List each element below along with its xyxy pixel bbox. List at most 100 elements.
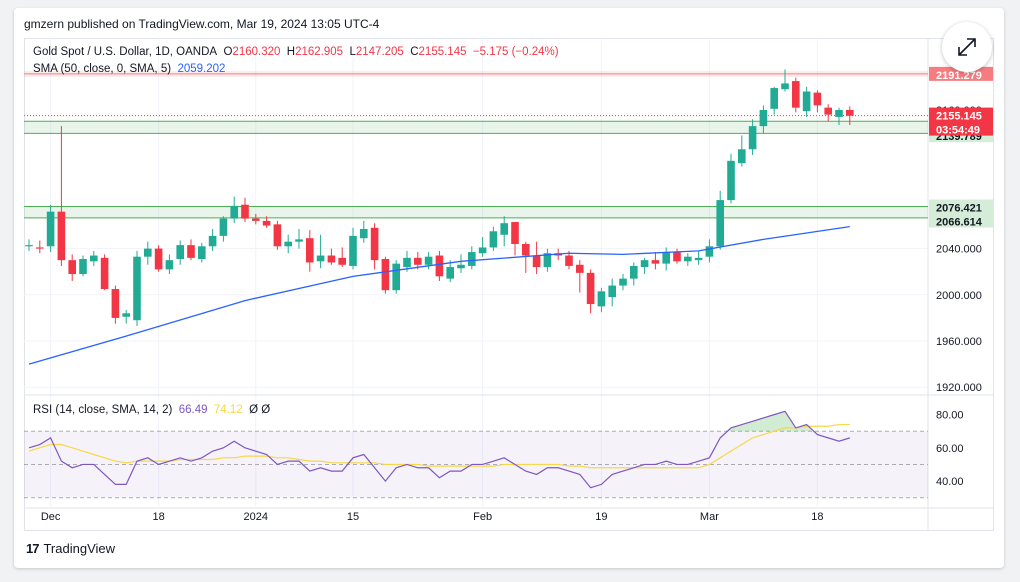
candle-body bbox=[316, 255, 325, 262]
candle-body bbox=[392, 263, 400, 291]
candle-body bbox=[500, 223, 508, 235]
rsi-line bbox=[28, 410, 850, 489]
candle-body bbox=[262, 220, 271, 226]
candle-body bbox=[25, 245, 33, 247]
candle-body bbox=[230, 205, 238, 219]
candle-body bbox=[273, 224, 282, 247]
candle-body bbox=[122, 313, 130, 317]
price-tick-label: 1960.000 bbox=[936, 336, 982, 348]
support-zone bbox=[24, 121, 928, 134]
low-label: L bbox=[349, 46, 356, 58]
rsi-legend[interactable]: RSI (14, close, SMA, 14, 2) 66.49 74.12 … bbox=[33, 404, 270, 416]
resistance-price-label-text: 2191.279 bbox=[936, 70, 982, 82]
candle-body bbox=[565, 255, 573, 266]
time-axis-label: 18 bbox=[152, 511, 164, 523]
candle-body bbox=[176, 245, 184, 259]
time-axis-label: 2024 bbox=[244, 511, 268, 523]
last-price-label-text: 03:54:49 bbox=[936, 125, 980, 137]
candle-body bbox=[522, 243, 530, 256]
candle-body bbox=[57, 211, 66, 261]
time-axis-label: 18 bbox=[811, 511, 823, 523]
candle-body bbox=[338, 257, 346, 265]
candle-body bbox=[133, 256, 141, 321]
candle-body bbox=[165, 260, 174, 270]
candle-body bbox=[100, 257, 109, 290]
candle-body bbox=[154, 248, 163, 270]
candle-body bbox=[694, 257, 703, 261]
close-label: C bbox=[410, 46, 419, 58]
candle-body bbox=[414, 257, 422, 265]
publisher-line: gmzern published on TradingView.com, Mar… bbox=[24, 17, 380, 31]
open-value: 2160.320 bbox=[232, 46, 281, 58]
candle-body bbox=[824, 107, 832, 115]
tradingview-brand: TradingView bbox=[43, 541, 116, 556]
chart-card bbox=[14, 8, 1004, 568]
candle-body bbox=[576, 264, 584, 273]
price-tick-label: 2000.000 bbox=[936, 290, 982, 302]
rsi-tick-label: 80.00 bbox=[936, 410, 964, 422]
candle-body bbox=[478, 247, 487, 254]
sma-value: 2059.202 bbox=[177, 63, 226, 75]
open-label: O bbox=[223, 46, 233, 58]
candle-body bbox=[705, 246, 714, 257]
fullscreen-button[interactable] bbox=[942, 22, 992, 72]
candle-body bbox=[619, 278, 627, 286]
time-axis-label: Dec bbox=[41, 511, 61, 523]
candle-body bbox=[511, 222, 519, 244]
candle-body bbox=[403, 257, 411, 268]
candle-body bbox=[219, 218, 228, 236]
candle-body bbox=[187, 245, 195, 258]
support-zone bbox=[24, 206, 928, 218]
candle-body bbox=[111, 289, 120, 318]
chart-canvas[interactable]: 1920.0001960.0002000.0002040.0002160.000… bbox=[24, 38, 994, 531]
time-axis-label: 19 bbox=[595, 511, 607, 523]
rsi-tick-label: 40.00 bbox=[936, 476, 964, 488]
rsi-ma-value: 74.12 bbox=[213, 404, 243, 416]
candle-body bbox=[284, 241, 292, 247]
candle-body bbox=[424, 256, 433, 265]
candle-body bbox=[468, 252, 476, 266]
price-tick-label: 1920.000 bbox=[936, 382, 982, 394]
candle-body bbox=[457, 264, 465, 269]
expand-icon bbox=[958, 38, 976, 56]
candle-body bbox=[435, 255, 444, 277]
symbol-name[interactable]: Gold Spot / U.S. Dollar, 1D, OANDA bbox=[33, 46, 218, 58]
price-legend: Gold Spot / U.S. Dollar, 1D, OANDA O2160… bbox=[33, 46, 559, 58]
candle-body bbox=[381, 259, 390, 291]
time-axis-label: Mar bbox=[700, 511, 719, 523]
sma-line bbox=[28, 226, 850, 365]
candle-body bbox=[597, 291, 606, 307]
price-tick-label: 2040.000 bbox=[936, 244, 982, 256]
candle-body bbox=[68, 260, 76, 275]
rsi-tick-label: 60.00 bbox=[936, 443, 964, 455]
low-value: 2147.205 bbox=[355, 46, 404, 58]
candle-body bbox=[651, 260, 660, 264]
candle-body bbox=[46, 211, 55, 247]
sma-legend[interactable]: SMA (50, close, 0, SMA, 5) 2059.202 bbox=[33, 63, 225, 75]
chart-frame bbox=[24, 38, 994, 531]
candle-body bbox=[630, 265, 638, 279]
resistance-price-label bbox=[929, 66, 993, 81]
candle-body bbox=[781, 83, 789, 90]
candle-body bbox=[684, 256, 692, 262]
sma-label: SMA (50, close, 0, SMA, 5) bbox=[33, 63, 172, 75]
candle-body bbox=[446, 267, 454, 279]
candle-body bbox=[36, 247, 44, 249]
tradingview-logo[interactable]: 17 TradingView bbox=[26, 541, 115, 556]
candle-body bbox=[79, 259, 87, 275]
candle-body bbox=[360, 228, 368, 239]
time-axis-label: Feb bbox=[473, 511, 492, 523]
candle-body bbox=[241, 204, 249, 219]
candle-body bbox=[370, 227, 379, 261]
candle-body bbox=[759, 109, 768, 127]
zone2-price-label-text: 2076.421 bbox=[936, 203, 982, 215]
close-value: 2155.145 bbox=[418, 46, 467, 58]
candle-body bbox=[489, 231, 498, 248]
time-axis-label: 15 bbox=[347, 511, 359, 523]
candle-body bbox=[90, 255, 98, 262]
candle-body bbox=[608, 285, 616, 298]
candle-body bbox=[835, 109, 843, 117]
zone2-price-label-text: 2066.614 bbox=[936, 217, 983, 229]
candle-body bbox=[295, 239, 303, 242]
candle-body bbox=[770, 88, 778, 109]
